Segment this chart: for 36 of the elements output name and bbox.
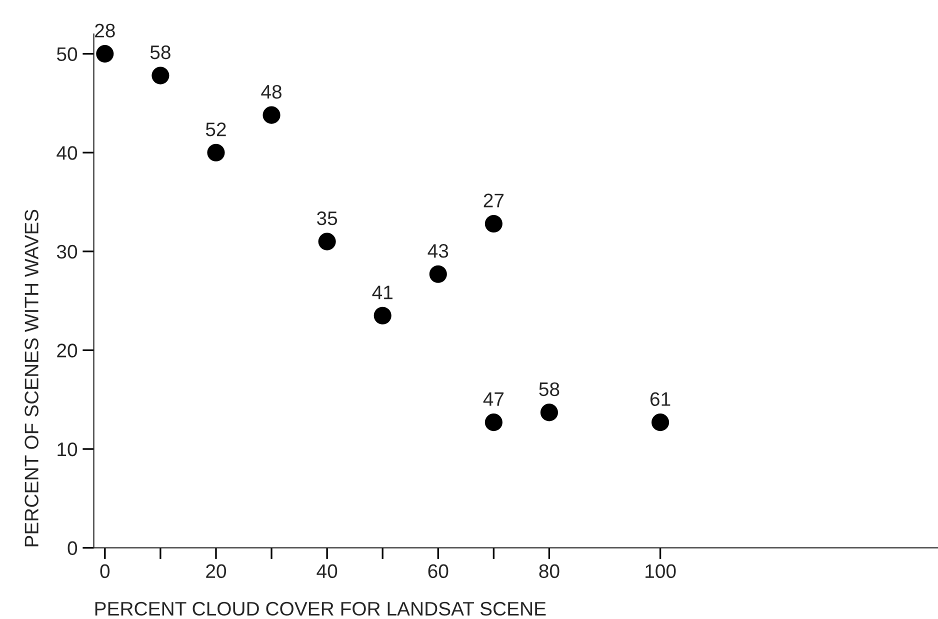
annotation: 58 bbox=[150, 45, 170, 60]
annotation: 48 bbox=[261, 84, 282, 99]
y-tick-label: 20 bbox=[57, 344, 78, 358]
x-tick-label: 60 bbox=[428, 564, 448, 578]
x-tick-label: 0 bbox=[100, 564, 110, 578]
annotation: 41 bbox=[372, 286, 392, 300]
x-axis-title: PERCENT CLOUD COVER FOR LANDSAT SCENE bbox=[95, 602, 546, 616]
point bbox=[152, 66, 170, 84]
annotation: 28 bbox=[95, 24, 115, 38]
point bbox=[484, 214, 502, 233]
x-tick-label: 40 bbox=[316, 564, 338, 578]
point bbox=[207, 144, 225, 162]
point bbox=[484, 414, 502, 432]
y-axis-title: PERCENT OF SCENES WITH WAVES bbox=[24, 210, 38, 546]
x-tick-label: 20 bbox=[206, 564, 226, 578]
annotation: 47 bbox=[483, 392, 504, 406]
annotation: 35 bbox=[316, 211, 338, 226]
y-tick-label: 10 bbox=[58, 442, 78, 456]
annotation: 58 bbox=[539, 382, 560, 396]
y-tick-label: 40 bbox=[56, 146, 78, 160]
point bbox=[374, 306, 392, 324]
y-tick-label: 30 bbox=[56, 244, 78, 259]
point bbox=[540, 404, 558, 422]
y-tick-label: 50 bbox=[56, 47, 78, 62]
point bbox=[429, 265, 447, 283]
point bbox=[318, 232, 336, 250]
annotation: 61 bbox=[650, 392, 670, 406]
point bbox=[262, 106, 280, 124]
annotation: 27 bbox=[484, 194, 504, 208]
x-tick-label: 100 bbox=[646, 564, 676, 578]
x-tick-label: 80 bbox=[539, 564, 560, 578]
annotation: 52 bbox=[206, 122, 226, 136]
annotation: 43 bbox=[428, 244, 448, 258]
point bbox=[652, 414, 670, 432]
point bbox=[96, 45, 114, 63]
y-tick-label: 0 bbox=[68, 541, 78, 556]
